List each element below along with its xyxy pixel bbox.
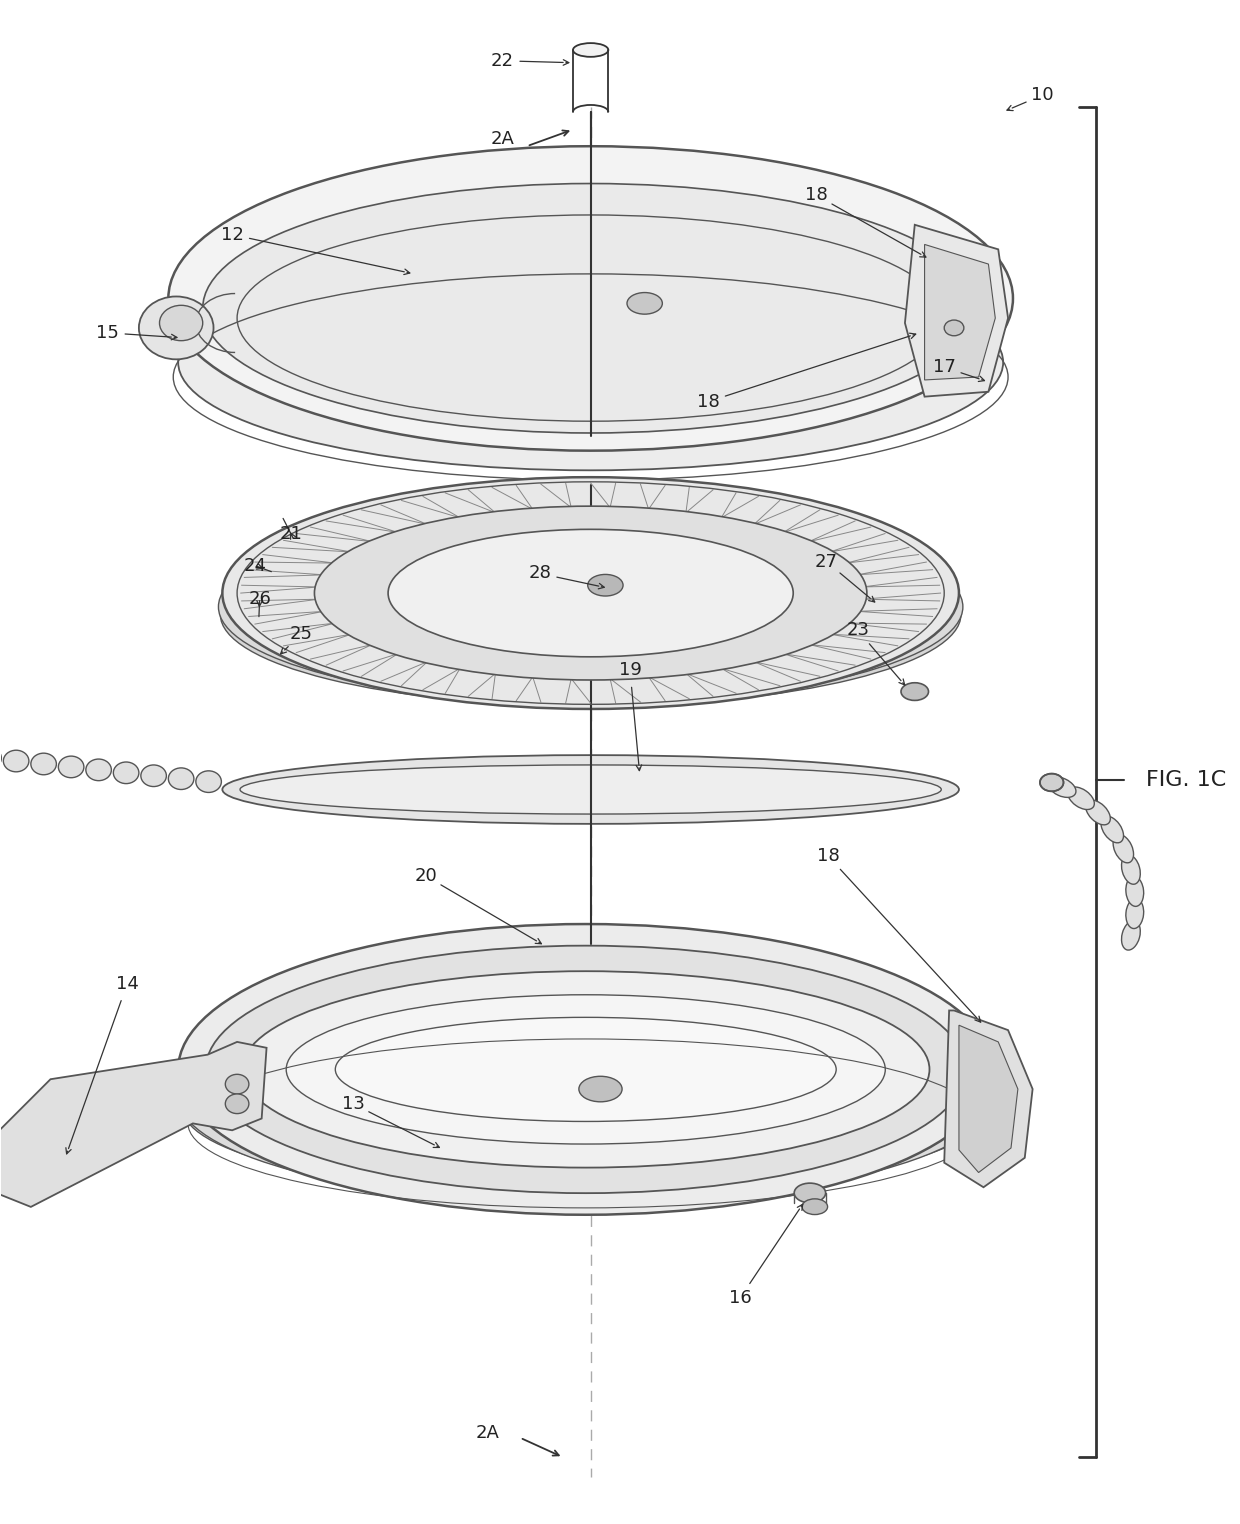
Ellipse shape	[1126, 876, 1143, 907]
Polygon shape	[959, 1026, 1018, 1172]
Ellipse shape	[1126, 899, 1143, 928]
Polygon shape	[944, 1010, 1033, 1187]
Ellipse shape	[286, 995, 885, 1145]
Ellipse shape	[226, 1094, 249, 1114]
Ellipse shape	[1048, 777, 1076, 797]
Ellipse shape	[242, 971, 930, 1167]
Ellipse shape	[169, 768, 193, 789]
Text: 27: 27	[815, 553, 838, 570]
Ellipse shape	[944, 320, 963, 335]
Ellipse shape	[1121, 920, 1141, 949]
Ellipse shape	[573, 43, 609, 56]
Text: 20: 20	[414, 867, 436, 885]
Text: 23: 23	[846, 622, 869, 640]
Ellipse shape	[794, 1183, 826, 1202]
Ellipse shape	[4, 750, 29, 771]
Ellipse shape	[0, 747, 1, 770]
Text: 2A: 2A	[490, 131, 515, 148]
Ellipse shape	[241, 765, 941, 814]
Ellipse shape	[160, 305, 202, 341]
Text: 19: 19	[619, 661, 641, 678]
Ellipse shape	[802, 1199, 827, 1215]
Ellipse shape	[222, 477, 959, 709]
Text: 13: 13	[341, 1094, 365, 1113]
Text: 25: 25	[289, 625, 312, 643]
Polygon shape	[925, 244, 996, 379]
Ellipse shape	[184, 1023, 988, 1195]
Ellipse shape	[1086, 800, 1110, 824]
Ellipse shape	[588, 575, 622, 596]
Ellipse shape	[86, 759, 112, 780]
Text: 17: 17	[932, 358, 956, 376]
Text: 2A: 2A	[476, 1423, 500, 1442]
Ellipse shape	[222, 754, 959, 824]
Ellipse shape	[226, 1074, 249, 1094]
Ellipse shape	[113, 762, 139, 783]
Text: 24: 24	[243, 556, 267, 575]
Ellipse shape	[1121, 855, 1141, 884]
Text: 18: 18	[805, 186, 828, 204]
Text: 10: 10	[1032, 87, 1054, 104]
Ellipse shape	[179, 924, 993, 1215]
Ellipse shape	[1114, 835, 1133, 863]
Text: 18: 18	[697, 393, 720, 410]
Ellipse shape	[141, 765, 166, 786]
Ellipse shape	[202, 183, 978, 433]
Text: 16: 16	[729, 1289, 751, 1308]
Polygon shape	[0, 1042, 267, 1207]
Ellipse shape	[139, 297, 213, 360]
Text: FIG. 1C: FIG. 1C	[1146, 770, 1226, 789]
Ellipse shape	[388, 529, 794, 657]
Ellipse shape	[627, 293, 662, 314]
Text: 28: 28	[528, 564, 551, 582]
Ellipse shape	[218, 511, 963, 703]
Text: 26: 26	[248, 590, 272, 608]
Ellipse shape	[335, 1018, 836, 1122]
Text: 18: 18	[817, 847, 839, 866]
Text: 15: 15	[95, 323, 119, 341]
Ellipse shape	[206, 946, 966, 1193]
Ellipse shape	[579, 1076, 622, 1102]
Ellipse shape	[1040, 774, 1064, 791]
Ellipse shape	[58, 756, 84, 777]
Ellipse shape	[315, 506, 867, 680]
Ellipse shape	[221, 523, 961, 706]
Ellipse shape	[179, 991, 993, 1202]
Ellipse shape	[1101, 817, 1123, 843]
Text: 21: 21	[280, 526, 303, 543]
Text: 14: 14	[115, 975, 139, 994]
Text: 22: 22	[491, 52, 513, 70]
Ellipse shape	[196, 771, 222, 792]
Ellipse shape	[1068, 786, 1095, 809]
Polygon shape	[905, 224, 1008, 396]
Ellipse shape	[169, 146, 1013, 451]
Ellipse shape	[901, 683, 929, 701]
Ellipse shape	[179, 255, 1003, 471]
Ellipse shape	[31, 753, 56, 774]
Text: 12: 12	[221, 226, 243, 244]
